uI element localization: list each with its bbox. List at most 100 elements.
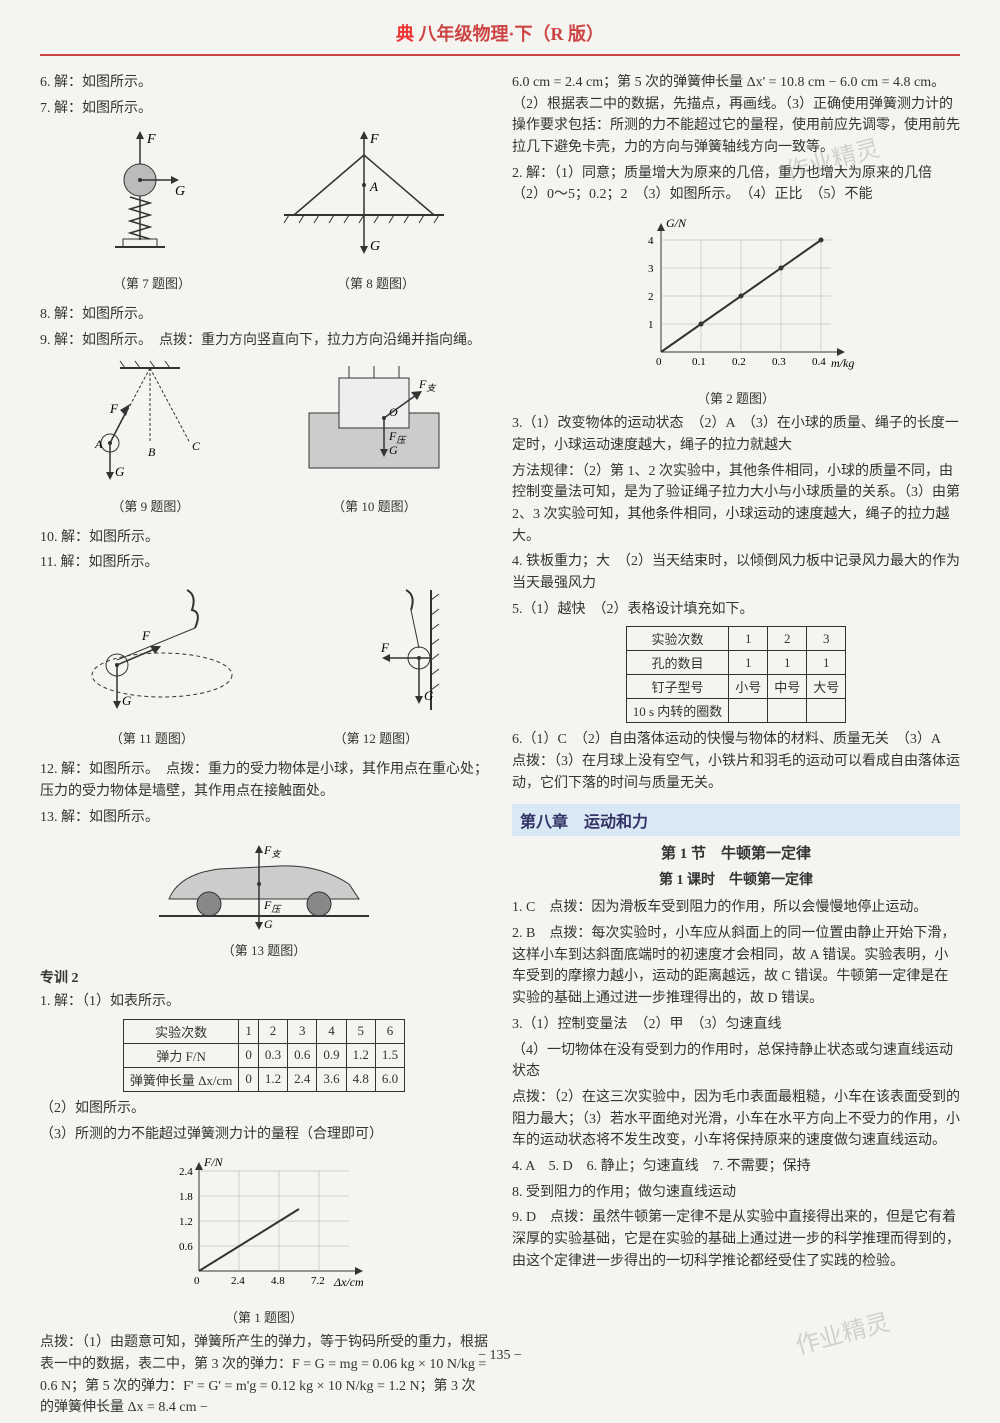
svg-text:4.8: 4.8: [271, 1275, 285, 1287]
two-column-layout: 6. 解：如图所示。 7. 解：如图所示。 F G: [40, 68, 960, 1423]
caption-chart2: （第 2 题图）: [512, 388, 960, 407]
title-text: 八年级物理·下（R 版）: [418, 24, 604, 44]
caption-chart1: （第 1 题图）: [40, 1307, 488, 1326]
svg-text:m/kg: m/kg: [831, 356, 854, 370]
page-header: 典 八年级物理·下（R 版）: [40, 20, 960, 56]
svg-text:2.4: 2.4: [231, 1275, 245, 1287]
r9: 9. D 点拨：虽然牛顿第一定律不是从实验中直接得出来的，但是它有着深厚的实验基…: [512, 1207, 960, 1272]
page-number: − 135 −: [0, 1348, 1000, 1364]
svg-text:1.2: 1.2: [179, 1216, 193, 1228]
svg-text:F: F: [109, 401, 119, 416]
svg-text:F压: F压: [263, 898, 282, 914]
z1d: 点拨：（1）由题意可知，弹簧所产生的弹力，等于钩码所受的重力，根据表一中的数据，…: [40, 1332, 488, 1419]
svg-text:0.6: 0.6: [179, 1241, 193, 1253]
r8: 8. 受到阻力的作用；做匀速直线运动: [512, 1182, 960, 1204]
svg-text:G: G: [424, 688, 434, 703]
svg-text:C: C: [192, 439, 201, 453]
svg-text:F: F: [141, 628, 151, 643]
svg-text:G: G: [122, 693, 132, 708]
rq6: 6.（1）C （2）自由落体运动的快慢与物体的材料、质量无关 （3）A 点拨：（…: [512, 729, 960, 794]
caption-12: （第 12 题图）: [334, 728, 419, 747]
q6: 6. 解：如图所示。: [40, 72, 488, 94]
lesson-head: 第 1 课时 牛顿第一定律: [512, 869, 960, 889]
rq4: 4. 铁板重力；大 （2）当天结束时，以倾倒风力板中记录风力最大的作为当天最强风…: [512, 551, 960, 594]
r3c: 点拨：（2）在这三次实验中，因为毛巾表面最粗糙，小车在该表面受到的阻力最大；（3…: [512, 1087, 960, 1152]
svg-text:3: 3: [648, 263, 654, 275]
chart-1: F/N Δx/cm 0.6 1.2 1.8 2.4 0 2.4 4.8 7.2: [40, 1151, 488, 1301]
captions-9-10: （第 9 题图） （第 10 题图）: [40, 494, 488, 521]
z1b: （2）如图所示。: [40, 1098, 488, 1120]
svg-text:G: G: [175, 184, 185, 199]
chart-2: G/N m/kg 1 2 3 4 0 0.1 0.2 0.3 0.4: [512, 212, 960, 382]
rq5: 5.（1）越快 （2）表格设计填充如下。: [512, 599, 960, 621]
svg-text:0: 0: [194, 1275, 200, 1287]
right-column: 6.0 cm = 2.4 cm；第 5 次的弹簧伸长量 Δx' = 10.8 c…: [512, 68, 960, 1423]
figure-7: F G: [75, 125, 205, 265]
svg-text:0: 0: [656, 356, 662, 368]
r4: 4. A 5. D 6. 静止；匀速直线 7. 不需要；保持: [512, 1156, 960, 1178]
svg-text:0.1: 0.1: [692, 356, 706, 368]
svg-text:F支: F支: [418, 377, 436, 393]
q7: 7. 解：如图所示。: [40, 98, 488, 120]
svg-text:0.3: 0.3: [772, 356, 786, 368]
figure-8: F A G: [274, 125, 454, 265]
figure-13: F支 F压 G: [149, 834, 379, 934]
svg-text:F支: F支: [263, 843, 281, 859]
figure-9: A B C F G: [70, 358, 230, 488]
svg-text:A: A: [94, 437, 103, 451]
chart2-svg: G/N m/kg 1 2 3 4 0 0.1 0.2 0.3 0.4: [606, 212, 866, 382]
r3: 3.（1）控制变量法 （2）甲 （3）匀速直线: [512, 1014, 960, 1036]
svg-text:G: G: [264, 917, 273, 931]
z1: 1. 解：（1）如表所示。: [40, 991, 488, 1013]
captions-11-12: （第 11 题图） （第 12 题图）: [40, 726, 488, 753]
r2: 2. B 点拨：每次实验时，小车应从斜面上的同一位置由静止开始下滑，这样小车到达…: [512, 923, 960, 1010]
table-2: 实验次数123孔的数目111钉子型号小号中号大号10 s 内转的圈数: [626, 626, 847, 723]
svg-text:7.2: 7.2: [311, 1275, 325, 1287]
logo-icon: 典: [396, 24, 414, 44]
section-head: 第 1 节 牛顿第一定律: [512, 842, 960, 863]
svg-text:F/N: F/N: [203, 1155, 224, 1169]
q9: 9. 解：如图所示。 点拨：重力方向竖直向下，拉力方向沿绳并指向绳。: [40, 330, 488, 352]
svg-text:4: 4: [648, 235, 654, 247]
q10: 10. 解：如图所示。: [40, 527, 488, 549]
svg-text:G: G: [389, 443, 398, 457]
svg-text:G/N: G/N: [666, 216, 687, 230]
caption-13: （第 13 题图）: [40, 940, 488, 959]
svg-text:1: 1: [648, 319, 654, 331]
svg-text:0.2: 0.2: [732, 356, 746, 368]
left-column: 6. 解：如图所示。 7. 解：如图所示。 F G: [40, 68, 488, 1423]
q12: 12. 解：如图所示。 点拨：重力的受力物体是小球，其作用点在重心处；压力的受力…: [40, 759, 488, 802]
svg-text:A: A: [369, 179, 378, 194]
p1: 6.0 cm = 2.4 cm；第 5 次的弹簧伸长量 Δx' = 10.8 c…: [512, 72, 960, 159]
chapter-head: 第八章 运动和力: [512, 804, 960, 836]
svg-text:0.4: 0.4: [812, 356, 826, 368]
zx2-head: 专训 2: [40, 967, 488, 987]
diagram-13: F支 F压 G: [40, 834, 488, 934]
rq3b: 方法规律：（2）第 1、2 次实验中，其他条件相同，小球的质量不同，由控制变量法…: [512, 461, 960, 548]
r3b: （4）一切物体在没有受到力的作用时，总保持静止状态或匀速直线运动状态: [512, 1040, 960, 1083]
svg-text:F: F: [369, 132, 379, 147]
figure-11: F G: [67, 580, 257, 720]
svg-text:2: 2: [648, 291, 654, 303]
diagram-9-10: A B C F G O F支: [40, 358, 488, 488]
table-1: 实验次数123456 弹力 F/N00.30.60.91.21.5 弹簧伸长量 …: [123, 1019, 405, 1092]
svg-text:F: F: [380, 640, 390, 655]
caption-7: （第 7 题图）: [113, 273, 191, 292]
svg-text:1.8: 1.8: [179, 1191, 193, 1203]
caption-9: （第 9 题图）: [111, 496, 189, 515]
q11: 11. 解：如图所示。: [40, 552, 488, 574]
q8: 8. 解：如图所示。: [40, 304, 488, 326]
rq3: 3.（1）改变物体的运动状态 （2）A （3）在小球的质量、绳子的长度一定时，小…: [512, 413, 960, 456]
figure-10: O F支 F压 G: [289, 358, 459, 488]
svg-text:B: B: [148, 445, 156, 459]
figure-12: F G: [311, 580, 461, 720]
q13: 13. 解：如图所示。: [40, 807, 488, 829]
chart1-svg: F/N Δx/cm 0.6 1.2 1.8 2.4 0 2.4 4.8 7.2: [149, 1151, 379, 1301]
svg-text:F: F: [146, 132, 156, 147]
diagram-7-8: F G F: [40, 125, 488, 265]
svg-text:G: G: [115, 464, 125, 479]
svg-text:G: G: [370, 239, 380, 254]
caption-8: （第 8 题图）: [337, 273, 415, 292]
header-title: 典 八年级物理·下（R 版）: [396, 24, 604, 44]
r1: 1. C 点拨：因为滑板车受到阻力的作用，所以会慢慢地停止运动。: [512, 897, 960, 919]
